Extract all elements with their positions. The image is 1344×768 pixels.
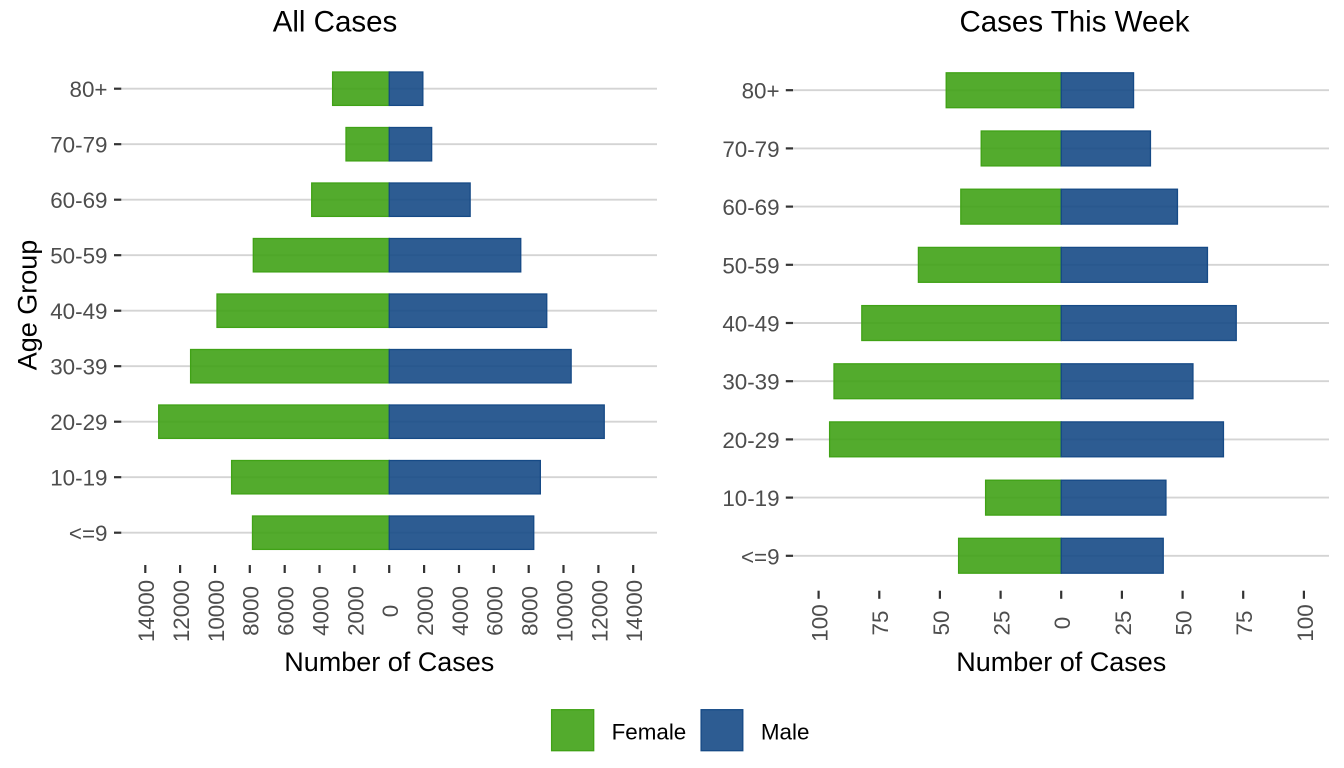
svg-text:100: 100 <box>808 604 833 641</box>
svg-text:2000: 2000 <box>413 586 438 636</box>
svg-text:20-29: 20-29 <box>50 410 107 435</box>
svg-text:30-39: 30-39 <box>50 355 107 380</box>
svg-text:All Cases: All Cases <box>273 6 398 39</box>
svg-text:60-69: 60-69 <box>722 195 779 220</box>
svg-text:8000: 8000 <box>518 586 543 636</box>
svg-text:50-59: 50-59 <box>722 253 779 278</box>
svg-text:<=9: <=9 <box>69 521 108 546</box>
svg-text:50: 50 <box>1172 611 1197 636</box>
svg-text:10-19: 10-19 <box>722 486 779 511</box>
svg-text:14000: 14000 <box>622 580 647 642</box>
svg-text:10000: 10000 <box>552 580 577 642</box>
svg-text:50: 50 <box>929 611 954 636</box>
svg-text:100: 100 <box>1293 604 1318 641</box>
svg-text:80+: 80+ <box>70 77 108 102</box>
svg-text:2000: 2000 <box>343 586 368 636</box>
svg-text:6000: 6000 <box>274 586 299 636</box>
svg-text:Female: Female <box>612 720 687 745</box>
svg-text:0: 0 <box>1050 617 1075 629</box>
svg-text:60-69: 60-69 <box>50 188 107 213</box>
svg-text:25: 25 <box>1111 611 1136 636</box>
svg-text:75: 75 <box>868 611 893 636</box>
svg-text:40-49: 40-49 <box>722 312 779 337</box>
svg-text:10000: 10000 <box>204 580 229 642</box>
svg-text:<=9: <=9 <box>741 544 780 569</box>
svg-text:0: 0 <box>378 605 403 617</box>
svg-text:40-49: 40-49 <box>50 299 107 324</box>
svg-text:12000: 12000 <box>587 580 612 642</box>
svg-text:70-79: 70-79 <box>722 137 779 162</box>
svg-text:Age Group: Age Group <box>13 240 43 371</box>
svg-text:Number of Cases: Number of Cases <box>284 647 494 677</box>
svg-text:4000: 4000 <box>448 586 473 636</box>
svg-text:14000: 14000 <box>134 580 159 642</box>
svg-text:10-19: 10-19 <box>50 466 107 491</box>
svg-text:Number of Cases: Number of Cases <box>956 647 1166 677</box>
svg-text:6000: 6000 <box>483 586 508 636</box>
svg-text:30-39: 30-39 <box>722 370 779 395</box>
svg-text:80+: 80+ <box>742 79 780 104</box>
svg-text:75: 75 <box>1232 611 1257 636</box>
svg-text:4000: 4000 <box>308 586 333 636</box>
svg-text:70-79: 70-79 <box>50 133 107 158</box>
svg-text:12000: 12000 <box>169 580 194 642</box>
svg-text:Cases This Week: Cases This Week <box>959 6 1189 39</box>
svg-text:50-59: 50-59 <box>50 244 107 269</box>
svg-text:20-29: 20-29 <box>722 428 779 453</box>
svg-text:25: 25 <box>990 611 1015 636</box>
svg-text:8000: 8000 <box>239 586 264 636</box>
svg-text:Male: Male <box>761 720 810 745</box>
